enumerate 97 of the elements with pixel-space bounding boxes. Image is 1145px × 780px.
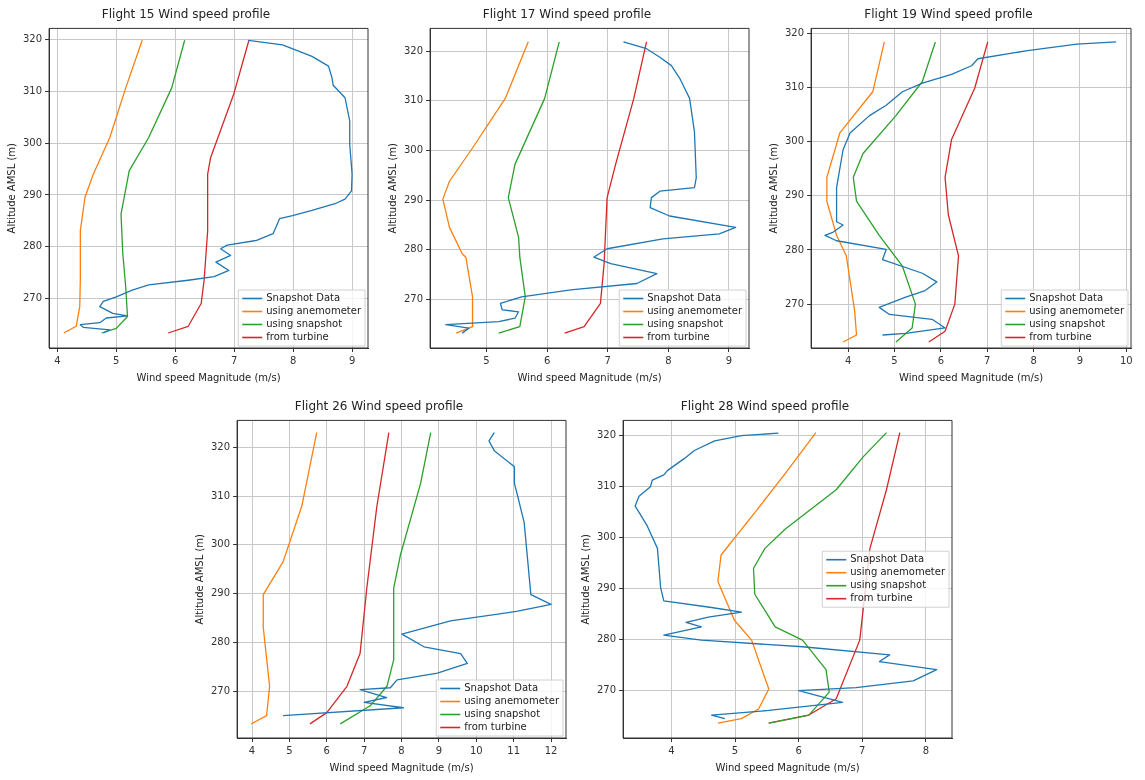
y-tick-label: 320: [22, 33, 43, 45]
y-tick-label: 300: [403, 144, 424, 156]
legend-label: using anemometer: [464, 695, 560, 707]
y-tick-label: 300: [784, 135, 805, 147]
x-tick-label: 5: [483, 354, 490, 366]
y-tick-label: 300: [596, 530, 617, 542]
y-tick-label: 300: [210, 538, 231, 550]
x-axis-title: Wind speed Magnitude (m/s): [715, 761, 860, 773]
y-tick-label: 280: [22, 240, 43, 252]
legend-label: using snapshot: [850, 579, 927, 591]
y-tick-label: 320: [403, 44, 424, 56]
legend-label: using anemometer: [1029, 305, 1125, 317]
x-tick-label: 9: [348, 354, 356, 366]
y-tick-label: 310: [403, 94, 424, 106]
x-axis-title: Wind speed Magnitude (m/s): [329, 761, 474, 773]
y-tick-label: 270: [403, 292, 424, 304]
x-tick-label: 4: [844, 354, 852, 366]
y-tick-label: 270: [210, 684, 231, 696]
x-axis-title: Wind speed Magnitude (m/s): [136, 371, 281, 383]
y-axis-title: Altitude AMSL (m): [767, 142, 779, 234]
x-tick-label: 5: [891, 354, 898, 366]
legend-label: from turbine: [1029, 331, 1092, 343]
y-tick-label: 280: [210, 635, 231, 647]
x-tick-label: 9: [725, 354, 733, 366]
legend-label: using anemometer: [850, 566, 946, 578]
legend-label: using snapshot: [464, 708, 541, 720]
x-tick-label: 12: [544, 744, 558, 756]
x-tick-label: 10: [469, 744, 483, 756]
y-axis-title: Altitude AMSL (m): [386, 142, 398, 234]
legend-label: using snapshot: [1029, 318, 1106, 330]
x-tick-label: 9: [1076, 354, 1084, 366]
y-tick-label: 270: [596, 683, 617, 695]
x-tick-label: 5: [286, 744, 293, 756]
x-tick-label: 8: [1030, 354, 1037, 366]
chart-title: Flight 15 Wind speed profile: [101, 7, 271, 22]
x-tick-label: 9: [435, 744, 443, 756]
legend-label: using anemometer: [266, 305, 362, 317]
x-tick-label: 7: [360, 744, 368, 756]
legend-label: using snapshot: [647, 318, 724, 330]
y-axis-title: Altitude AMSL (m): [5, 142, 17, 234]
y-tick-label: 300: [22, 136, 43, 148]
y-tick-label: 280: [784, 243, 805, 255]
legend-label: using snapshot: [266, 318, 343, 330]
x-tick-label: 6: [543, 354, 551, 366]
legend-label: Snapshot Data: [1029, 292, 1104, 304]
x-tick-label: 10: [1120, 354, 1133, 366]
y-tick-label: 310: [22, 85, 43, 97]
y-tick-label: 290: [22, 188, 43, 200]
y-axis-title: Altitude AMSL (m): [193, 533, 205, 625]
x-tick-label: 7: [604, 354, 611, 366]
x-tick-label: 8: [398, 744, 405, 756]
chart-title: Flight 28 Wind speed profile: [680, 399, 850, 414]
legend-label: Snapshot Data: [850, 553, 925, 565]
y-tick-label: 270: [22, 291, 43, 303]
legend-label: Snapshot Data: [266, 292, 341, 304]
x-tick-label: 5: [731, 744, 739, 756]
y-tick-label: 290: [403, 193, 424, 205]
legend-label: Snapshot Data: [464, 682, 539, 694]
x-tick-label: 11: [507, 744, 521, 756]
x-tick-label: 8: [289, 354, 297, 366]
x-tick-label: 4: [54, 354, 61, 366]
y-tick-label: 280: [596, 632, 617, 644]
x-tick-label: 4: [248, 744, 256, 756]
y-tick-label: 280: [403, 243, 424, 255]
x-tick-label: 6: [323, 744, 330, 756]
legend-label: from turbine: [266, 331, 329, 343]
y-tick-label: 290: [596, 581, 617, 593]
x-tick-label: 7: [984, 354, 991, 366]
x-tick-label: 5: [113, 354, 120, 366]
chart-title: Flight 26 Wind speed profile: [294, 399, 464, 414]
x-axis-title: Wind speed Magnitude (m/s): [517, 371, 662, 383]
x-tick-label: 4: [668, 744, 675, 756]
x-tick-label: 8: [665, 354, 672, 366]
x-tick-label: 8: [922, 744, 930, 756]
x-tick-label: 7: [859, 744, 866, 756]
legend-label: using anemometer: [647, 305, 743, 317]
x-tick-label: 6: [937, 354, 945, 366]
legend-label: from turbine: [647, 331, 710, 343]
x-tick-label: 6: [172, 354, 179, 366]
y-tick-label: 310: [210, 489, 231, 501]
y-tick-label: 290: [210, 587, 231, 599]
legend-label: Snapshot Data: [647, 292, 722, 304]
x-tick-label: 6: [795, 744, 802, 756]
x-axis-title: Wind speed Magnitude (m/s): [899, 371, 1044, 383]
y-tick-label: 320: [210, 440, 231, 452]
y-tick-label: 290: [784, 189, 805, 201]
x-tick-label: 7: [231, 354, 238, 366]
legend-label: from turbine: [464, 721, 527, 733]
y-tick-label: 310: [784, 81, 805, 93]
y-tick-label: 310: [596, 479, 617, 491]
legend-label: from turbine: [850, 592, 913, 604]
y-axis-title: Altitude AMSL (m): [579, 533, 591, 625]
y-tick-label: 320: [784, 26, 805, 38]
y-tick-label: 270: [784, 297, 805, 309]
chart-title: Flight 17 Wind speed profile: [482, 7, 652, 22]
y-tick-label: 320: [596, 428, 617, 440]
chart-title: Flight 19 Wind speed profile: [864, 7, 1033, 22]
